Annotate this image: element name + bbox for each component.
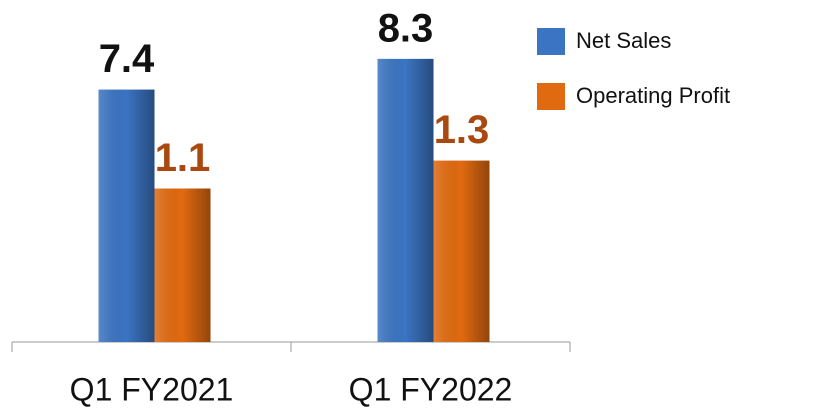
value-label: 7.4 [99, 37, 155, 81]
x-tick-label: Q1 FY2022 [349, 371, 513, 407]
legend-label: Net Sales [576, 28, 671, 53]
bar-shading [98, 89, 155, 342]
legend-swatch [537, 83, 565, 110]
bar-shading [154, 188, 211, 342]
value-label: 1.3 [434, 108, 490, 152]
value-label: 1.1 [155, 136, 211, 180]
bar-shading [377, 58, 434, 342]
bar-shading [433, 160, 490, 342]
legend-swatch [537, 28, 565, 55]
value-label: 8.3 [378, 6, 434, 50]
x-tick-label: Q1 FY2021 [70, 371, 234, 407]
legend-label: Operating Profit [576, 83, 730, 108]
